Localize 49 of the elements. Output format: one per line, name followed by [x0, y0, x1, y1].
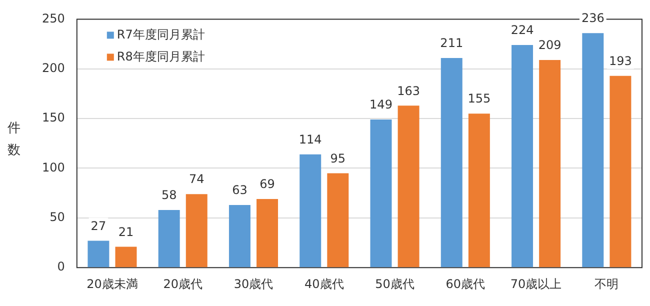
bar [158, 210, 180, 268]
x-tick-label: 70歳以上 [510, 276, 562, 291]
data-label: 21 [118, 224, 134, 239]
x-tick-label: 50歳代 [375, 276, 414, 291]
data-label: 209 [538, 38, 562, 52]
data-label: 63 [232, 183, 248, 198]
y-axis-title: 件数 [6, 120, 22, 160]
y-tick-label: 50 [50, 210, 65, 224]
bar [539, 60, 561, 268]
data-label: 163 [397, 84, 420, 98]
bar [398, 106, 420, 268]
bar [300, 154, 322, 268]
bar [256, 199, 278, 268]
legend-label: R7年度同月累計 [116, 27, 205, 42]
bar [88, 240, 110, 268]
legend-label: R8年度同月累計 [116, 49, 205, 64]
x-tick-label: 20歳代 [163, 276, 202, 291]
x-tick-label: 30歳代 [234, 276, 274, 291]
bar [186, 194, 208, 268]
bar [468, 114, 490, 268]
bar [327, 173, 349, 268]
x-tick-label: 60歳代 [446, 276, 486, 291]
data-label: 58 [161, 188, 177, 202]
bar [228, 205, 250, 268]
y-tick-label: 200 [42, 61, 65, 76]
data-label: 236 [581, 11, 604, 26]
x-tick-label: 不明 [594, 276, 619, 291]
bar [610, 76, 632, 268]
y-tick-label: 250 [42, 11, 65, 26]
bar [582, 33, 604, 268]
data-label: 224 [510, 23, 534, 38]
x-tick-label: 20歳未満 [86, 276, 138, 291]
bar [115, 246, 137, 268]
data-label: 155 [468, 92, 491, 106]
data-label: 114 [298, 132, 322, 146]
y-tick-label: 150 [42, 110, 65, 125]
data-label: 149 [370, 98, 392, 112]
data-label: 211 [440, 36, 464, 50]
data-label: 95 [330, 151, 346, 166]
data-label: 27 [90, 218, 106, 233]
bar [370, 120, 392, 268]
y-tick-label: 100 [42, 160, 65, 174]
bar [512, 45, 534, 268]
data-label: 74 [188, 172, 204, 186]
data-label: 193 [609, 54, 632, 68]
x-tick-label: 40歳代 [304, 276, 344, 291]
data-label: 69 [260, 177, 275, 192]
y-tick-label: 0 [57, 260, 65, 274]
bar [440, 58, 462, 268]
